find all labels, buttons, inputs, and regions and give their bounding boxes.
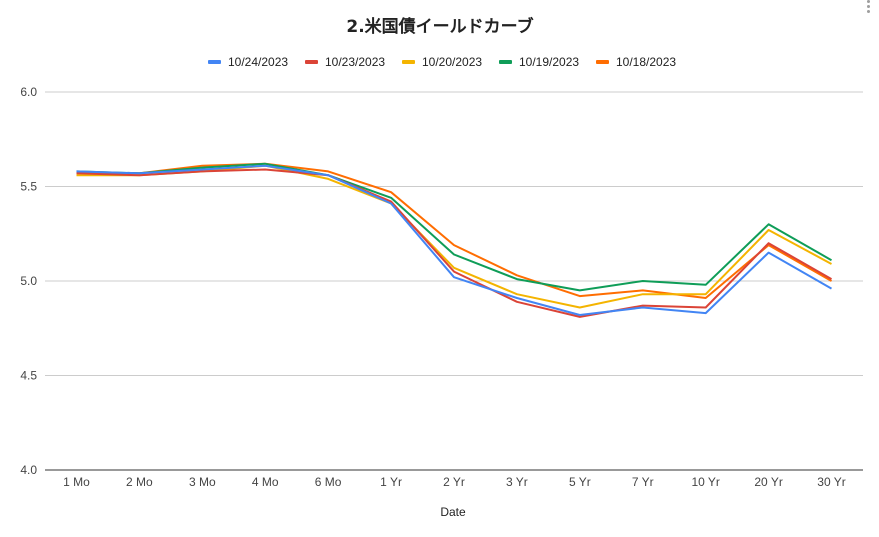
legend-item[interactable]: 10/20/2023: [402, 55, 482, 69]
legend-label: 10/24/2023: [228, 55, 288, 69]
series-line-10-18-2023: [76, 162, 832, 299]
x-tick-label: 30 Yr: [817, 475, 845, 489]
x-axis-label: Date: [440, 505, 466, 519]
y-tick-label: 5.0: [20, 274, 37, 288]
series-line-10-23-2023: [76, 168, 832, 318]
x-tick-label: 3 Mo: [189, 475, 216, 489]
legend-item[interactable]: 10/19/2023: [499, 55, 579, 69]
y-tick-label: 6.0: [20, 85, 37, 99]
x-tick-label: 3 Yr: [506, 475, 528, 489]
x-tick-label: 7 Yr: [632, 475, 654, 489]
legend-swatch: [305, 60, 318, 64]
legend-swatch: [402, 60, 415, 64]
series-line-10-19-2023: [76, 162, 832, 292]
y-tick-label: 4.0: [20, 463, 37, 477]
x-tick-label: 1 Yr: [380, 475, 402, 489]
y-tick-label: 5.5: [20, 180, 37, 194]
chart-title: 2.米国債イールドカーブ: [346, 16, 533, 37]
legend-item[interactable]: 10/23/2023: [305, 55, 385, 69]
series-lines: [76, 162, 832, 318]
legend-label: 10/18/2023: [616, 55, 676, 69]
x-tick-label: 6 Mo: [315, 475, 342, 489]
x-tick-label: 10 Yr: [691, 475, 719, 489]
legend-swatch: [596, 60, 609, 64]
legend-item[interactable]: 10/18/2023: [596, 55, 676, 69]
x-tick-label: 1 Mo: [63, 475, 90, 489]
y-axis-ticks: 4.0 4.5 5.0 5.5 6.0: [20, 85, 37, 477]
x-tick-label: 2 Mo: [126, 475, 153, 489]
gridlines: [45, 91, 863, 471]
x-axis-ticks: 1 Mo 2 Mo 3 Mo 4 Mo 6 Mo 1 Yr 2 Yr 3 Yr 5 Yr 7 Yr…: [63, 475, 846, 489]
legend-swatch: [208, 60, 221, 64]
x-tick-label: 4 Mo: [252, 475, 279, 489]
y-tick-label: 4.5: [20, 369, 37, 383]
legend-item[interactable]: 10/24/2023: [208, 55, 288, 69]
legend-label: 10/20/2023: [422, 55, 482, 69]
x-tick-label: 5 Yr: [569, 475, 591, 489]
x-tick-label: 20 Yr: [754, 475, 782, 489]
legend-swatch: [499, 60, 512, 64]
x-tick-label: 2 Yr: [443, 475, 465, 489]
series-line-10-24-2023: [76, 164, 832, 316]
legend[interactable]: 10/24/2023 10/23/2023 10/20/2023 10/19/2023…: [208, 55, 676, 69]
more-vert-icon[interactable]: [867, 0, 873, 14]
legend-label: 10/23/2023: [325, 55, 385, 69]
legend-label: 10/19/2023: [519, 55, 579, 69]
